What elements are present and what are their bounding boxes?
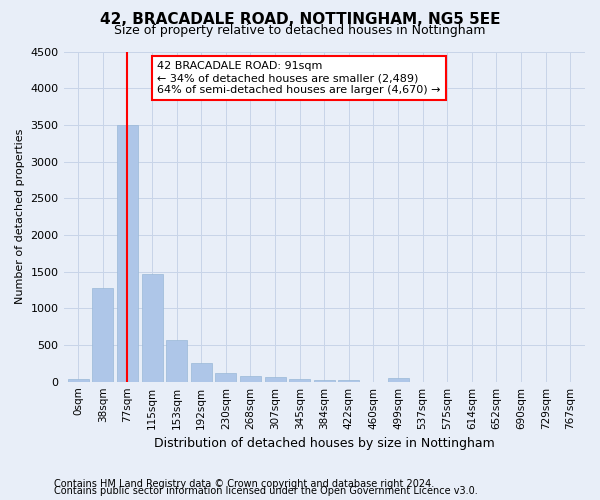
Text: Contains HM Land Registry data © Crown copyright and database right 2024.: Contains HM Land Registry data © Crown c… [54, 479, 434, 489]
X-axis label: Distribution of detached houses by size in Nottingham: Distribution of detached houses by size … [154, 437, 494, 450]
Bar [142, 274, 163, 382]
Text: Contains public sector information licensed under the Open Government Licence v3: Contains public sector information licen… [54, 486, 478, 496]
Bar [338, 380, 359, 382]
Bar [388, 378, 409, 382]
Bar [314, 380, 335, 382]
Bar [68, 380, 89, 382]
Y-axis label: Number of detached properties: Number of detached properties [15, 129, 25, 304]
Bar [166, 340, 187, 382]
Bar [289, 380, 310, 382]
Bar [117, 125, 138, 382]
Bar [92, 288, 113, 382]
Bar [265, 378, 286, 382]
Text: 42, BRACADALE ROAD, NOTTINGHAM, NG5 5EE: 42, BRACADALE ROAD, NOTTINGHAM, NG5 5EE [100, 12, 500, 26]
Bar [191, 364, 212, 382]
Text: Size of property relative to detached houses in Nottingham: Size of property relative to detached ho… [114, 24, 486, 37]
Text: 42 BRACADALE ROAD: 91sqm
← 34% of detached houses are smaller (2,489)
64% of sem: 42 BRACADALE ROAD: 91sqm ← 34% of detach… [157, 62, 441, 94]
Bar [215, 373, 236, 382]
Bar [240, 376, 261, 382]
